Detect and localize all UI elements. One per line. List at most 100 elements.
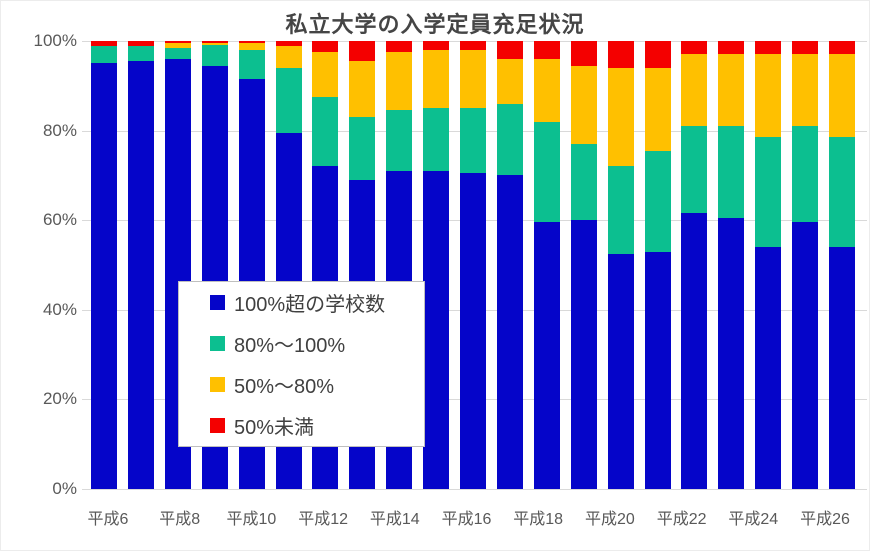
bar-segment — [349, 61, 376, 118]
x-axis-label: 平成20 — [584, 511, 635, 528]
legend-item: 100%超の学校数 — [210, 288, 424, 317]
bar-segment — [275, 41, 302, 46]
legend-label: 100%超の学校数 — [234, 294, 386, 316]
bar-平成17 — [496, 41, 523, 489]
bar-segment — [275, 67, 302, 133]
bar-segment — [496, 58, 523, 104]
bar-segment — [533, 41, 560, 59]
x-axis-label: 平成16 — [441, 511, 492, 528]
bar-segment — [386, 110, 413, 171]
legend-swatch-blue-icon — [210, 295, 225, 310]
bar-平成24 — [755, 41, 782, 489]
x-axis-label: 平成6 — [87, 511, 129, 528]
bar-平成21 — [644, 41, 671, 489]
bar-segment — [829, 137, 855, 248]
y-axis-tick — [82, 489, 89, 490]
bar-segment — [91, 45, 117, 64]
legend-label: 80%～100% — [234, 335, 346, 357]
bar-segment — [127, 41, 154, 46]
legend-swatch-yellow-icon — [210, 377, 225, 392]
bar-segment — [312, 41, 339, 53]
bar-segment — [91, 41, 117, 46]
legend-item: 80%～100% — [210, 329, 424, 358]
bar-segment — [164, 41, 191, 44]
bar-segment — [755, 247, 782, 489]
bar-segment — [312, 97, 339, 167]
bar-segment — [755, 41, 782, 55]
x-axis-label: 平成22 — [656, 511, 707, 528]
y-axis-label: 100% — [33, 31, 77, 50]
bar-segment — [792, 126, 819, 223]
x-axis-label: 平成26 — [800, 511, 850, 528]
bar-segment — [460, 108, 486, 174]
bar-segment — [607, 67, 634, 167]
x-axis-label: 平成10 — [226, 511, 277, 528]
x-axis-label: 平成24 — [728, 511, 779, 528]
x-axis-label: 平成14 — [369, 511, 420, 528]
bar-segment — [533, 121, 560, 223]
bar-segment — [829, 247, 855, 489]
bar-segment — [238, 41, 265, 44]
bar-平成15 — [423, 41, 450, 489]
legend: 100%超の学校数 80%～100% 50%～80% 50%未満 — [178, 281, 425, 447]
bar-segment — [681, 41, 708, 55]
bar-segment — [644, 150, 671, 252]
bar-segment — [755, 137, 782, 248]
chart-title: 私立大学の入学定員充足状況 — [285, 12, 585, 37]
bar-segment — [644, 41, 671, 68]
x-axis-label: 平成12 — [298, 511, 348, 528]
bar-平成26 — [829, 41, 855, 489]
bar-segment — [164, 43, 191, 48]
bar-segment — [570, 144, 597, 221]
bar-segment — [201, 45, 228, 66]
bar-segment — [829, 41, 855, 55]
bar-segment — [423, 108, 450, 171]
bar-segment — [91, 63, 117, 489]
bar-segment — [238, 43, 265, 50]
bar-segment — [460, 173, 486, 489]
y-axis-label: 20% — [42, 389, 77, 409]
bar-segment — [386, 41, 413, 53]
bar-segment — [496, 103, 523, 176]
x-axis-label: 平成8 — [159, 511, 201, 528]
bar-segment — [164, 47, 191, 59]
bar-segment — [792, 41, 819, 55]
bar-segment — [718, 126, 745, 218]
bar-segment — [644, 67, 671, 151]
bar-segment — [792, 54, 819, 127]
legend-swatch-red-icon — [210, 418, 225, 433]
y-axis-tick — [82, 399, 89, 401]
bar-segment — [127, 45, 154, 62]
y-axis-label: 60% — [42, 210, 77, 230]
bar-平成6 — [91, 41, 117, 489]
bar-segment — [423, 49, 450, 109]
bar-segment — [533, 222, 560, 489]
bar-segment — [349, 117, 376, 180]
bar-segment — [792, 222, 819, 489]
bar-segment — [681, 213, 708, 489]
y-axis-label: 0% — [52, 479, 77, 498]
bar-segment — [570, 220, 597, 489]
bar-segment — [718, 41, 745, 55]
bar-segment — [238, 49, 265, 80]
bar-segment — [275, 45, 302, 68]
bar-segment — [127, 61, 154, 489]
legend-swatch-green-icon — [210, 336, 225, 351]
bar-segment — [423, 41, 450, 50]
bar-segment — [201, 41, 228, 44]
bar-segment — [201, 43, 228, 46]
legend-label: 50%未満 — [234, 417, 315, 439]
bar-segment — [718, 217, 745, 489]
bar-segment — [829, 54, 855, 138]
bar-segment — [460, 41, 486, 50]
bar-segment — [607, 166, 634, 254]
bar-segment — [681, 54, 708, 127]
bar-平成19 — [570, 41, 597, 489]
bar-segment — [460, 49, 486, 109]
gridline-0 — [89, 489, 867, 490]
bar-平成16 — [460, 41, 486, 489]
legend-item: 50%未満 — [210, 411, 424, 440]
bar-segment — [312, 52, 339, 98]
bar-平成20 — [607, 41, 634, 489]
